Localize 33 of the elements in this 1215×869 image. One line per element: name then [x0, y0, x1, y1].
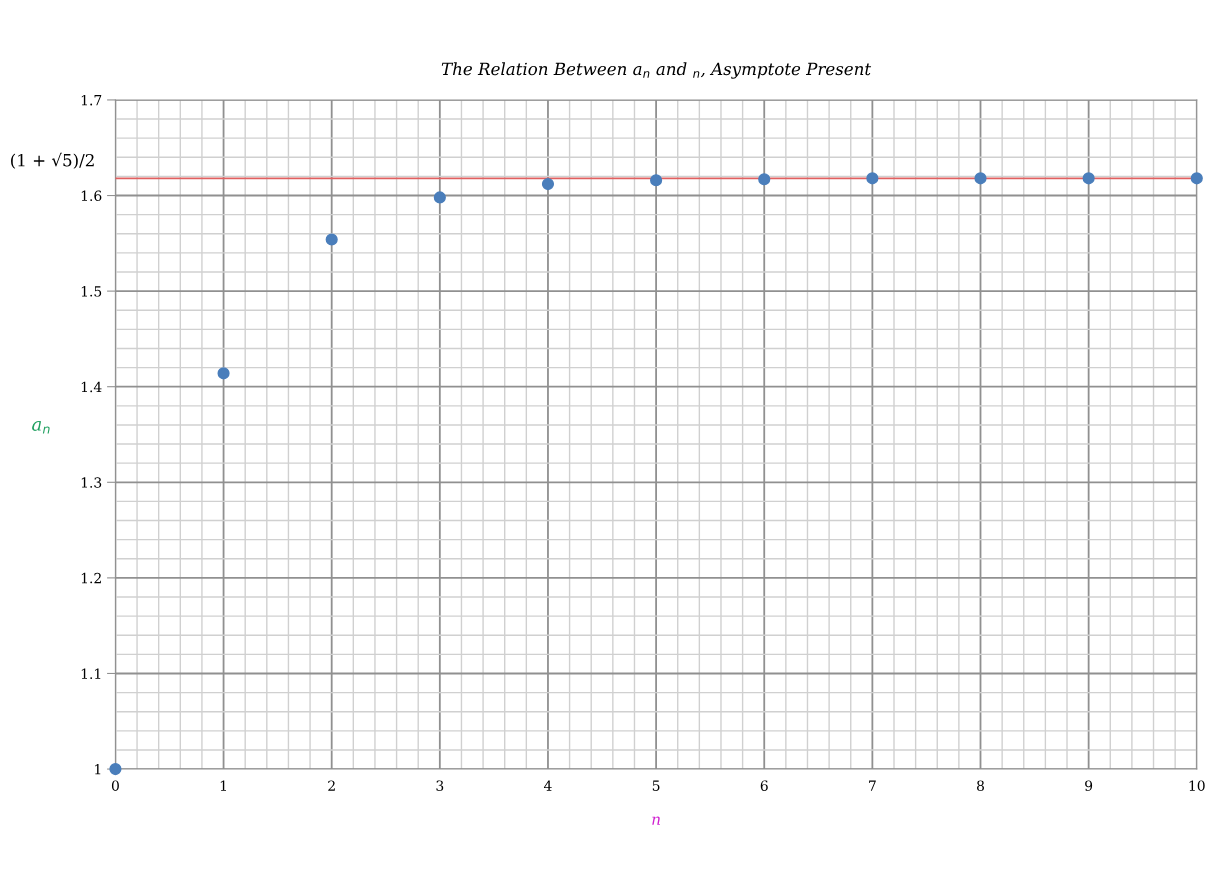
- x-tick-label: 4: [543, 780, 552, 791]
- y-tick-label: 1: [95, 764, 101, 775]
- x-tick-label: 10: [1189, 780, 1205, 791]
- x-tick-label: 0: [111, 780, 119, 791]
- y-tick-label: 1.2: [81, 572, 101, 584]
- point: [758, 173, 771, 186]
- x-tick-label: 1: [220, 780, 227, 791]
- x-tick-label: 8: [977, 780, 984, 791]
- x-tick-label: 7: [869, 780, 876, 791]
- x-tick-label: 3: [436, 780, 444, 791]
- point: [433, 191, 446, 204]
- point: [866, 172, 879, 185]
- y-tick-label: 1.1: [81, 668, 101, 679]
- point: [325, 233, 338, 246]
- y-tick-label: 1.3: [81, 477, 102, 488]
- y-tick-label: 1.5: [81, 286, 102, 297]
- x-tick-label: 2: [328, 780, 335, 791]
- chart-title: The Relation Between a$_{n}$ and $_{n}$, Asymptote Present: [441, 62, 872, 79]
- y-tick-label: 1.7: [81, 94, 102, 106]
- x-tick-label: 5: [652, 780, 660, 791]
- point: [650, 174, 663, 187]
- x-axis-title: n: [652, 816, 660, 825]
- point: [1082, 172, 1095, 185]
- x-tick-label: 6: [760, 780, 768, 791]
- point: [974, 172, 987, 185]
- point: [541, 177, 555, 191]
- x-tick-label: 9: [1085, 780, 1093, 791]
- y-tick-label: 1.4: [81, 381, 102, 393]
- y-axis-title: a$_{n}$: [32, 421, 50, 434]
- point: [1190, 172, 1203, 185]
- y-tick-label: 1.6: [81, 190, 102, 201]
- point: [217, 367, 230, 380]
- ref-line-label: (1 + √5)/2: [11, 152, 94, 169]
